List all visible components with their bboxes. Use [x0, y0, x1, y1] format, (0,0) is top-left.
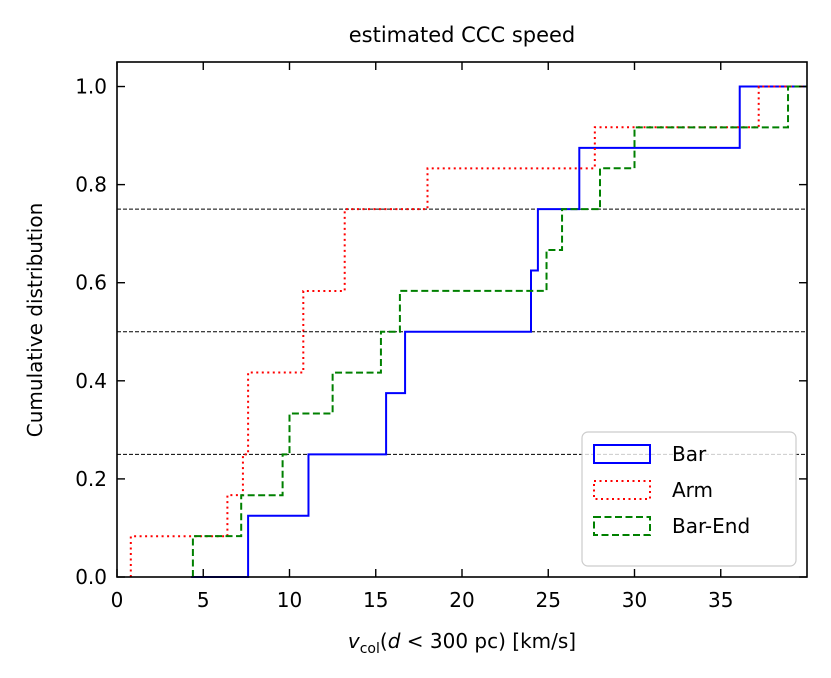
legend-entries: Bar Arm Bar-End [593, 442, 750, 538]
legend-swatch-bar-end [593, 516, 651, 536]
x-label-open: ( [380, 629, 388, 653]
y-tick-label-2: 0.4 [75, 369, 107, 393]
x-label-d: d [388, 629, 401, 653]
y-axis-ticks: 0.0 0.2 0.4 0.6 0.8 1.0 [75, 75, 807, 589]
y-tick-label-5: 1.0 [75, 75, 107, 99]
x-label-var: v [348, 629, 361, 653]
x-tick-label-2: 10 [277, 588, 302, 612]
y-tick-label-4: 0.8 [75, 173, 107, 197]
legend-swatch-arm [593, 480, 651, 500]
y-tick-label-0: 0.0 [75, 565, 107, 589]
x-tick-label-6: 30 [622, 588, 647, 612]
x-tick-label-1: 5 [197, 588, 210, 612]
y-axis-label: Cumulative distribution [23, 203, 47, 437]
y-tick-label-3: 0.6 [75, 271, 107, 295]
x-tick-label-7: 35 [708, 588, 733, 612]
chart-title: estimated CCC speed [349, 23, 576, 47]
series-arm [129, 85, 807, 577]
legend-label-bar-end: Bar-End [672, 514, 750, 538]
x-tick-label-3: 15 [363, 588, 388, 612]
x-label-sub: col [360, 641, 380, 657]
x-axis-ticks: 0 5 10 15 20 25 30 35 [111, 62, 733, 612]
series-layer [129, 85, 807, 578]
x-label-lt: < [400, 629, 429, 653]
legend-label-arm: Arm [672, 478, 713, 502]
y-tick-label-1: 0.2 [75, 467, 107, 491]
legend: Bar Arm Bar-End [581, 431, 797, 567]
series-bar [191, 85, 807, 578]
legend-swatch-bar [593, 444, 651, 464]
x-label-rest: 300 pc) [km/s] [430, 629, 576, 653]
legend-box [581, 431, 797, 567]
series-bar-end [191, 85, 807, 577]
x-axis-label: vcol(d < 300 pc) [km/s] [348, 629, 576, 657]
x-tick-label-4: 20 [449, 588, 474, 612]
x-tick-label-0: 0 [111, 588, 124, 612]
x-tick-label-5: 25 [536, 588, 561, 612]
legend-label-bar: Bar [672, 442, 707, 466]
